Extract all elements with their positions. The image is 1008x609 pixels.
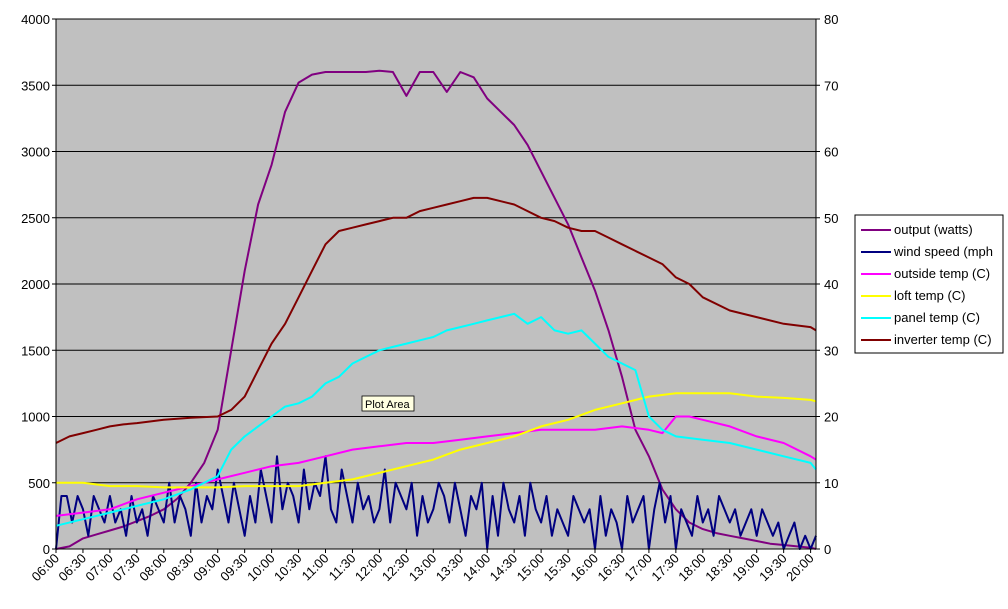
- tooltip-box: [361, 395, 415, 412]
- y-left-tick-label: 0: [43, 542, 50, 557]
- legend-label: output (watts): [894, 222, 973, 237]
- series-line-output-watts-[interactable]: [55, 69, 817, 550]
- series-line-outside-temp-c-[interactable]: [55, 415, 817, 517]
- legend[interactable]: output (watts) wind speed (mph outside tem…: [854, 214, 1004, 354]
- y-left-tick-label: 2500: [21, 211, 50, 226]
- y-right-tick-label: 60: [824, 145, 838, 160]
- y-right-tick-label: 0: [824, 542, 831, 557]
- plot-area-tooltip: Plot Area: [361, 395, 415, 412]
- legend-box: [854, 214, 1004, 354]
- y-left-tick-label: 4000: [21, 12, 50, 27]
- y-right-tick-label: 70: [824, 78, 838, 93]
- y-left-tick-label: 3500: [21, 78, 50, 93]
- y-right-tick-label: 30: [824, 343, 838, 358]
- y-left-tick-label: 1000: [21, 410, 50, 425]
- series-line-wind-speed-mph[interactable]: [55, 455, 817, 550]
- legend-label: wind speed (mph: [893, 244, 993, 259]
- y-right-tick-label: 20: [824, 410, 838, 425]
- tooltip-text: Plot Area: [365, 399, 411, 411]
- y-left-tick-label: 1500: [21, 343, 50, 358]
- y-right-tick-label: 80: [824, 12, 838, 27]
- legend-label: panel temp (C): [894, 310, 980, 325]
- y-left-tick-label: 3000: [21, 145, 50, 160]
- legend-label: outside temp (C): [894, 266, 990, 281]
- series-line-inverter-temp-c-[interactable]: [55, 196, 817, 444]
- series-lines: [55, 69, 817, 550]
- series-line-panel-temp-c-[interactable]: [55, 312, 817, 527]
- legend-label: loft temp (C): [894, 288, 966, 303]
- y-left-tick-label: 500: [28, 476, 50, 491]
- series-line-loft-temp-c-[interactable]: [56, 392, 817, 489]
- legend-label: inverter temp (C): [894, 332, 992, 347]
- y-right-tick-label: 50: [824, 211, 838, 226]
- y-right-tick-label: 40: [824, 277, 838, 292]
- y-right-tick-label: 10: [824, 476, 838, 491]
- y-left-tick-label: 2000: [21, 277, 50, 292]
